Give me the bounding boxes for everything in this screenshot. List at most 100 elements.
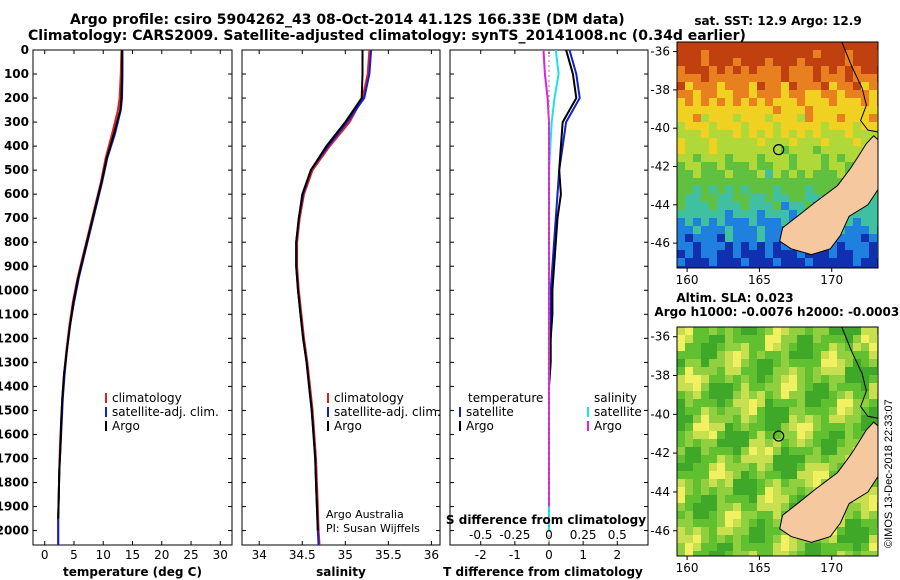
sla-map-cell	[677, 535, 685, 543]
sla-map-cell	[749, 479, 757, 487]
sst-map-cell	[741, 74, 749, 82]
sla-map-cell	[749, 423, 757, 431]
sst-map-cell	[709, 130, 717, 138]
sla-map-cell	[845, 447, 853, 455]
sla-map-cell	[773, 439, 781, 447]
credit-line-2: PI: Susan Wijffels	[326, 522, 420, 535]
sst-map-cell	[717, 114, 725, 122]
sst-map-cell	[701, 210, 709, 218]
sla-map-cell	[781, 551, 789, 556]
sla-map-cell	[853, 551, 861, 556]
sla-map-cell	[693, 543, 701, 551]
sla-map-cell	[693, 463, 701, 471]
sst-map-cell	[733, 58, 741, 66]
sst-map-cell	[709, 186, 717, 194]
sst-map-cell	[781, 122, 789, 130]
sst-map-cell	[733, 186, 741, 194]
sst-map-cell	[733, 178, 741, 186]
sla-map-cell	[693, 519, 701, 527]
sst-map-cell	[869, 202, 877, 210]
sst-map-cell	[701, 42, 709, 50]
map-lat-label: -42	[650, 159, 670, 173]
sla-map-cell	[797, 431, 805, 439]
sst-map-cell	[765, 242, 773, 250]
sla-map-cell	[781, 359, 789, 367]
sst-map-cell	[821, 82, 829, 90]
sst-map-cell	[789, 258, 797, 266]
sla-map-cell	[773, 359, 781, 367]
sst-map-cell	[837, 154, 845, 162]
sst-map-cell	[781, 42, 789, 50]
sla-map-cell	[861, 543, 869, 551]
sst-map-cell	[781, 186, 789, 194]
sla-map-cell	[741, 335, 749, 343]
sla-map-cell	[717, 511, 725, 519]
sla-map-cell	[701, 367, 709, 375]
sla-map-cell	[845, 431, 853, 439]
sla-map-cell	[733, 527, 741, 535]
sla-map-cell	[821, 551, 829, 556]
sla-map-cell	[861, 399, 869, 407]
sla-map-cell	[821, 399, 829, 407]
sst-map-cell	[741, 114, 749, 122]
sla-map-cell	[765, 535, 773, 543]
sst-map-cell	[781, 154, 789, 162]
sla-map-cell	[861, 535, 869, 543]
sla-map-cell	[773, 455, 781, 463]
sla-map-cell	[693, 455, 701, 463]
sla-map-cell	[813, 407, 821, 415]
sst-map-cell	[733, 138, 741, 146]
sla-map-cell	[813, 375, 821, 383]
sla-map-cell	[717, 479, 725, 487]
sla-map-cell	[749, 367, 757, 375]
sst-map-cell	[789, 266, 797, 268]
sst-map-cell	[685, 98, 693, 106]
panel-frame-2	[241, 49, 441, 546]
sst-map-cell	[701, 82, 709, 90]
sst-map-cell	[853, 50, 861, 58]
s-tick-label: 0.5	[608, 528, 627, 542]
sla-map-cell	[821, 463, 829, 471]
sla-map-cell	[717, 527, 725, 535]
sst-map-cell	[821, 250, 829, 258]
sla-map-cell	[685, 527, 693, 535]
sst-map-cell	[757, 162, 765, 170]
s-tick-label: 0.25	[570, 528, 597, 542]
sla-map-cell	[837, 447, 845, 455]
sla-map-cell	[869, 327, 877, 335]
sla-map-cell	[701, 431, 709, 439]
sst-map-cell	[685, 226, 693, 234]
sla-map-cell	[717, 447, 725, 455]
sst-map-cell	[773, 66, 781, 74]
sla-map-cell	[709, 351, 717, 359]
sla-map-cell	[717, 343, 725, 351]
sst-map-cell	[677, 130, 685, 138]
sla-map-cell	[773, 415, 781, 423]
sla-map-cell	[693, 487, 701, 495]
sla-map-cell	[805, 447, 813, 455]
sla-map-cell	[765, 471, 773, 479]
sla-map-cell	[709, 391, 717, 399]
sla-map-cell	[725, 527, 733, 535]
sst-map-cell	[741, 130, 749, 138]
sst-map-cell	[805, 130, 813, 138]
sst-map-cell	[701, 186, 709, 194]
sst-map-cell	[749, 90, 757, 98]
sla-map-cell	[845, 399, 853, 407]
sst-map-cell	[677, 146, 685, 154]
sst-map-cell	[773, 162, 781, 170]
sla-map-cell	[813, 439, 821, 447]
sst-map-cell	[685, 58, 693, 66]
sla-map-cell	[693, 431, 701, 439]
sst-map-cell	[693, 58, 701, 66]
sla-map-cell	[741, 399, 749, 407]
sla-map-cell	[853, 423, 861, 431]
sla-map-cell	[757, 519, 765, 527]
x-tick-label: -1	[509, 548, 521, 562]
sst-map-cell	[829, 266, 837, 268]
sst-map-cell	[701, 178, 709, 186]
sst-map-cell	[709, 202, 717, 210]
sla-map-cell	[773, 351, 781, 359]
sst-map-cell	[765, 106, 773, 114]
sst-map-cell	[757, 114, 765, 122]
